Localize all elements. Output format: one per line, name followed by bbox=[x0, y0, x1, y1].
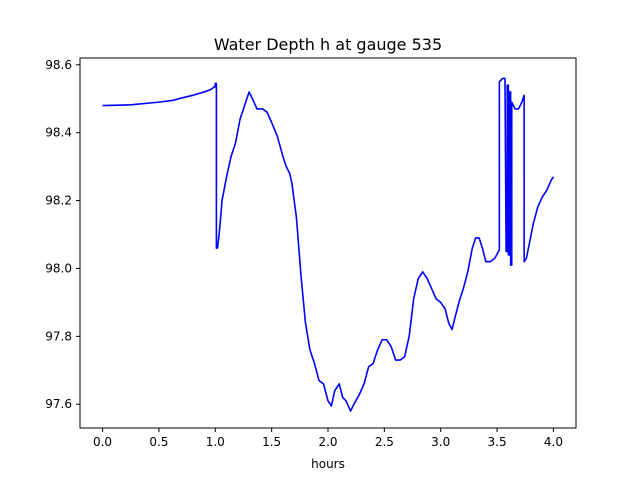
y-tick-label: 98.4 bbox=[45, 126, 72, 140]
plot-area bbox=[102, 77, 555, 412]
x-tick-label: 0.0 bbox=[93, 435, 112, 449]
x-tick-label: 3.5 bbox=[488, 435, 507, 449]
chart-title: Water Depth h at gauge 535 bbox=[214, 35, 442, 54]
y-tick-label: 98.6 bbox=[45, 58, 72, 72]
series-line-0 bbox=[102, 77, 555, 412]
x-tick-label: 2.5 bbox=[375, 435, 394, 449]
x-axis-label: hours bbox=[311, 457, 345, 471]
x-axis: 0.0 0.5 1.0 1.5 2.0 2.5 3.0 3.5 4.0 bbox=[93, 428, 563, 449]
y-tick-label: 98.2 bbox=[45, 194, 72, 208]
x-tick-label: 2.0 bbox=[318, 435, 337, 449]
y-axis: 97.6 97.8 98.0 98.2 98.4 98.6 bbox=[45, 58, 80, 411]
plot-frame bbox=[79, 57, 577, 429]
y-tick-label: 97.6 bbox=[45, 397, 72, 411]
x-tick-label: 1.0 bbox=[206, 435, 225, 449]
y-tick-label: 98.0 bbox=[45, 261, 72, 275]
x-tick-label: 3.0 bbox=[431, 435, 450, 449]
x-tick-label: 4.0 bbox=[544, 435, 563, 449]
x-tick-label: 1.5 bbox=[262, 435, 281, 449]
y-tick-label: 97.8 bbox=[45, 329, 72, 343]
x-tick-label: 0.5 bbox=[149, 435, 168, 449]
